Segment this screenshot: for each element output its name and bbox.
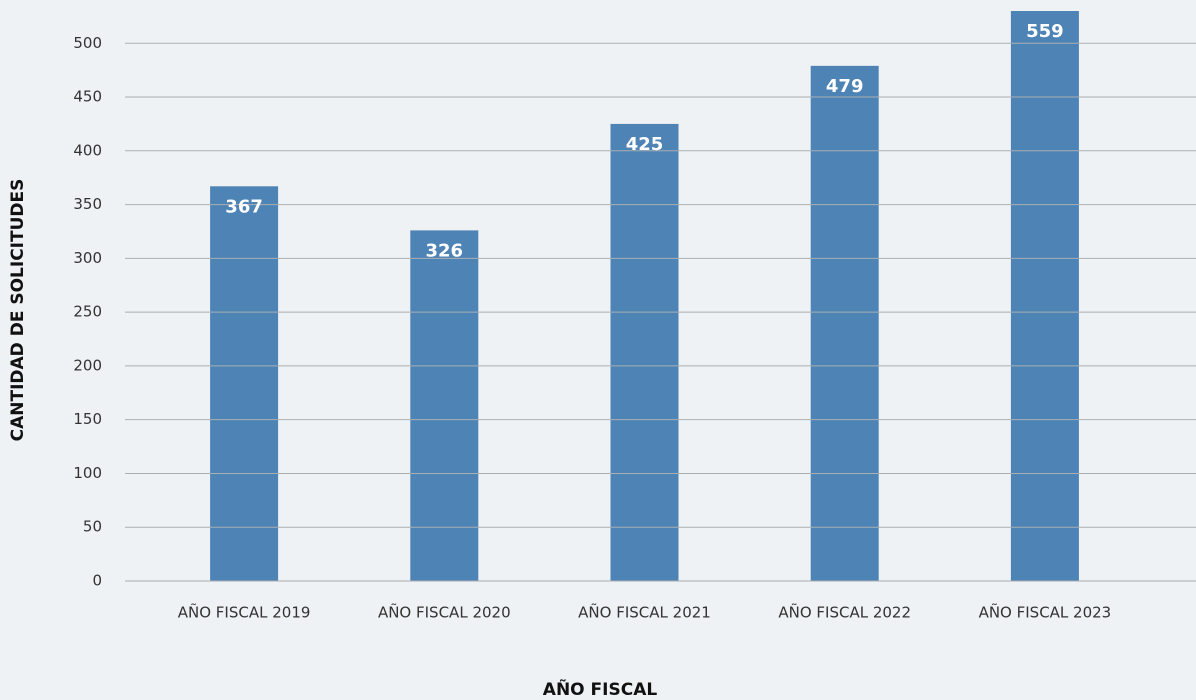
value-label: 367 (225, 196, 263, 217)
x-tick-label: AÑO FISCAL 2021 (578, 603, 711, 622)
y-tick-label: 50 (83, 518, 102, 536)
y-tick-label: 450 (73, 88, 102, 106)
bar (410, 230, 479, 581)
y-tick-label: 250 (73, 303, 102, 321)
bar (210, 186, 279, 581)
y-tick-label: 500 (73, 34, 102, 52)
x-tick-label: AÑO FISCAL 2022 (778, 603, 911, 622)
y-tick-label: 200 (73, 356, 102, 374)
y-tick-label: 100 (73, 464, 102, 482)
y-tick-label: 300 (73, 249, 102, 267)
y-tick-label: 350 (73, 195, 102, 213)
x-tick-label: AÑO FISCAL 2023 (979, 603, 1112, 622)
y-tick-label: 400 (73, 141, 102, 159)
y-tick-label: 150 (73, 410, 102, 428)
bar (610, 123, 679, 581)
x-axis-title: AÑO FISCAL (543, 677, 658, 700)
bars (210, 11, 1079, 581)
bar (1010, 11, 1079, 581)
y-tick-label: 0 (92, 572, 102, 590)
value-label: 326 (426, 240, 464, 261)
x-tick-label: AÑO FISCAL 2020 (378, 603, 511, 622)
bar (810, 65, 879, 581)
y-axis-title: CANTIDAD DE SOLICITUDES (8, 179, 28, 442)
value-label: 559 (1026, 21, 1064, 42)
x-tick-label: AÑO FISCAL 2019 (178, 603, 311, 622)
value-label: 479 (826, 76, 864, 97)
value-label: 425 (626, 134, 664, 155)
